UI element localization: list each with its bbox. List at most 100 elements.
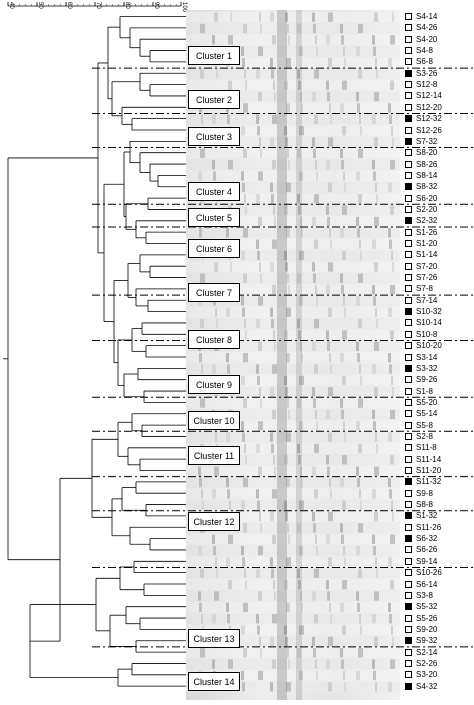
gel-band: [390, 580, 394, 590]
gel-band: [258, 91, 262, 102]
gel-lane: [186, 363, 400, 375]
gel-band: [227, 614, 230, 624]
cluster-label: Cluster 5: [188, 208, 240, 227]
gel-band: [285, 387, 288, 397]
gel-band: [326, 534, 330, 544]
sample-label: S1-26: [416, 227, 438, 237]
gel-lane: [186, 79, 400, 91]
gel-band: [390, 330, 394, 340]
gel-band: [313, 273, 316, 283]
gel-lane: [186, 579, 400, 591]
gel-band: [274, 91, 276, 102]
empty-square-icon: [405, 489, 412, 497]
gel-band: [256, 239, 259, 249]
gel-lane-bg: [186, 340, 400, 352]
sample-row: S4-26: [405, 23, 437, 33]
sample-label: S10-14: [416, 318, 442, 328]
sample-row: S3-32: [405, 363, 437, 373]
sample-label: S3-8: [416, 590, 433, 600]
gel-band: [388, 432, 392, 442]
sample-label: S8-32: [416, 182, 438, 192]
gel-band: [330, 614, 332, 624]
gel-band: [297, 568, 300, 578]
sample-label: S4-32: [416, 681, 438, 691]
gel-band: [199, 602, 202, 613]
sample-label: S9-32: [416, 636, 438, 646]
gel-band: [228, 580, 232, 590]
gel-band: [391, 250, 393, 261]
gel-band: [230, 12, 232, 22]
gel-band: [256, 194, 260, 204]
gel-band: [245, 80, 247, 90]
gel-band: [226, 557, 230, 567]
sample-row: S11-32: [405, 477, 441, 487]
gel-band: [297, 443, 300, 454]
gel-band: [272, 614, 277, 624]
empty-square-icon: [405, 353, 412, 361]
filled-square-icon: [405, 69, 412, 77]
gel-lane-bg: [186, 113, 400, 125]
gel-lane-bg: [186, 363, 400, 375]
gel-band: [198, 466, 201, 476]
sample-row: S2-8: [405, 431, 433, 441]
gel-band: [212, 160, 215, 170]
gel-lane: [186, 613, 400, 625]
gel-band: [288, 284, 290, 295]
sample-label: S10-26: [416, 568, 442, 578]
gel-band: [270, 182, 273, 193]
gel-band: [272, 489, 277, 499]
gel-band: [356, 591, 359, 601]
cluster-label: Cluster 4: [188, 182, 240, 201]
gel-band: [300, 341, 302, 351]
empty-square-icon: [405, 546, 412, 554]
gel-band: [286, 182, 291, 193]
gel-band: [359, 614, 361, 624]
gel-band: [284, 500, 287, 510]
gel-band: [373, 670, 376, 681]
gel-band: [358, 148, 363, 159]
gel-band: [271, 194, 274, 204]
gel-band: [330, 239, 332, 249]
gel-lane: [186, 11, 400, 23]
gel-band: [299, 421, 303, 431]
gel-band: [375, 307, 377, 317]
gel-lane-bg: [186, 613, 400, 625]
gel-band: [376, 318, 378, 329]
sample-row: S7-32: [405, 136, 437, 146]
gel-band: [256, 318, 260, 329]
gel-band: [226, 602, 229, 613]
gel-band: [372, 489, 376, 499]
gel-band: [286, 602, 290, 613]
empty-square-icon: [405, 376, 412, 384]
gel-band: [284, 126, 287, 136]
gel-band: [315, 35, 317, 45]
gel-band: [256, 489, 259, 499]
gel-band: [273, 330, 275, 340]
gel-image: [186, 10, 400, 700]
gel-band: [241, 250, 245, 261]
gel-band: [258, 341, 262, 351]
gel-band: [299, 296, 303, 306]
gel-band: [374, 341, 379, 351]
gel-band: [257, 375, 260, 386]
gel-band: [228, 160, 233, 170]
gel-band: [284, 455, 288, 465]
cluster-label: Cluster 14: [188, 672, 240, 691]
gel-band: [258, 545, 263, 556]
empty-square-icon: [405, 455, 412, 463]
gel-band: [360, 625, 362, 635]
gel-lane: [186, 601, 400, 614]
sample-label: S9-26: [416, 375, 438, 385]
gel-lane: [186, 352, 400, 364]
gel-band: [245, 330, 247, 340]
gel-dark-band: [277, 10, 287, 700]
sample-row: S8-26: [405, 159, 437, 169]
gel-band: [201, 364, 203, 374]
gel-lane: [186, 647, 400, 659]
gel-band: [301, 477, 303, 488]
sample-row: S10-8: [405, 329, 437, 339]
gel-band: [243, 353, 248, 363]
empty-square-icon: [405, 92, 412, 100]
gel-band: [259, 387, 261, 397]
gel-band: [285, 511, 288, 522]
